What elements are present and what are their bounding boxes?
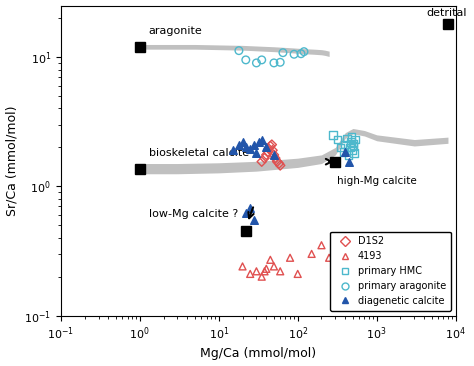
X-axis label: Mg/Ca (mmol/mol): Mg/Ca (mmol/mol) xyxy=(200,347,316,361)
D1S2 xyxy=(266,143,274,149)
primary HMC xyxy=(341,142,349,147)
D1S2 xyxy=(263,152,270,158)
primary HMC xyxy=(329,132,337,138)
D1S2 xyxy=(268,142,275,147)
primary HMC xyxy=(348,147,356,153)
D1S2 xyxy=(265,146,273,152)
primary aragonite xyxy=(258,57,265,63)
diagenetic calcite xyxy=(346,159,353,165)
primary HMC xyxy=(350,150,358,156)
primary aragonite xyxy=(297,51,305,57)
primary HMC xyxy=(337,145,345,150)
diagenetic calcite xyxy=(263,145,270,150)
primary HMC xyxy=(334,137,341,142)
diagenetic calcite xyxy=(242,145,250,150)
primary aragonite xyxy=(279,50,287,56)
D1S2 xyxy=(258,159,265,165)
primary aragonite xyxy=(242,57,250,63)
primary HMC xyxy=(348,134,356,140)
4193 xyxy=(261,268,268,274)
D1S2 xyxy=(270,152,278,158)
primary HMC xyxy=(351,137,359,142)
diagenetic calcite xyxy=(235,142,243,147)
primary aragonite xyxy=(276,59,284,65)
4193 xyxy=(266,257,274,263)
D1S2 xyxy=(273,159,281,165)
4193 xyxy=(325,255,333,261)
D1S2 xyxy=(276,163,284,168)
4193 xyxy=(258,274,265,280)
4193 xyxy=(276,268,284,274)
Y-axis label: Sr/Ca (mmol/mol): Sr/Ca (mmol/mol) xyxy=(6,105,18,216)
primary HMC xyxy=(350,143,357,149)
diagenetic calcite xyxy=(246,146,254,152)
primary aragonite xyxy=(290,51,298,57)
D1S2 xyxy=(261,155,268,161)
diagenetic calcite xyxy=(229,147,237,153)
4193 xyxy=(318,242,325,248)
diagenetic calcite xyxy=(253,150,260,156)
4193 xyxy=(308,251,315,257)
4193 xyxy=(294,271,301,277)
4193 xyxy=(253,268,260,274)
4193 xyxy=(286,255,294,261)
diagenetic calcite xyxy=(250,142,258,147)
4193 xyxy=(239,264,246,269)
4193 xyxy=(270,264,278,269)
D1S2 xyxy=(275,161,283,167)
4193 xyxy=(332,238,339,243)
primary HMC xyxy=(343,135,351,141)
Text: high-Mg calcite: high-Mg calcite xyxy=(337,176,416,186)
diagenetic calcite xyxy=(242,210,250,216)
primary aragonite xyxy=(300,49,308,55)
Text: bioskeletal calcite: bioskeletal calcite xyxy=(149,148,249,158)
4193 xyxy=(246,271,254,277)
Text: aragonite: aragonite xyxy=(149,26,202,36)
D1S2 xyxy=(264,149,272,155)
Legend: D1S2, 4193, primary HMC, primary aragonite, diagenetic calcite: D1S2, 4193, primary HMC, primary aragoni… xyxy=(330,232,451,311)
primary HMC xyxy=(347,139,355,145)
diagenetic calcite xyxy=(270,152,278,158)
primary HMC xyxy=(340,149,347,155)
primary aragonite xyxy=(235,48,243,53)
primary aragonite xyxy=(253,60,260,66)
diagenetic calcite xyxy=(239,139,246,145)
diagenetic calcite xyxy=(246,205,254,211)
D1S2 xyxy=(272,155,279,161)
primary HMC xyxy=(349,141,357,146)
Text: low-Mg calcite ?: low-Mg calcite ? xyxy=(149,209,238,219)
primary aragonite xyxy=(270,60,278,66)
diagenetic calcite xyxy=(255,139,263,145)
diagenetic calcite xyxy=(341,149,349,155)
Text: detrital: detrital xyxy=(426,8,466,18)
diagenetic calcite xyxy=(250,217,258,223)
D1S2 xyxy=(269,147,276,153)
4193 xyxy=(263,266,270,272)
primary HMC xyxy=(345,152,352,158)
primary HMC xyxy=(346,145,354,150)
diagenetic calcite xyxy=(258,137,265,142)
